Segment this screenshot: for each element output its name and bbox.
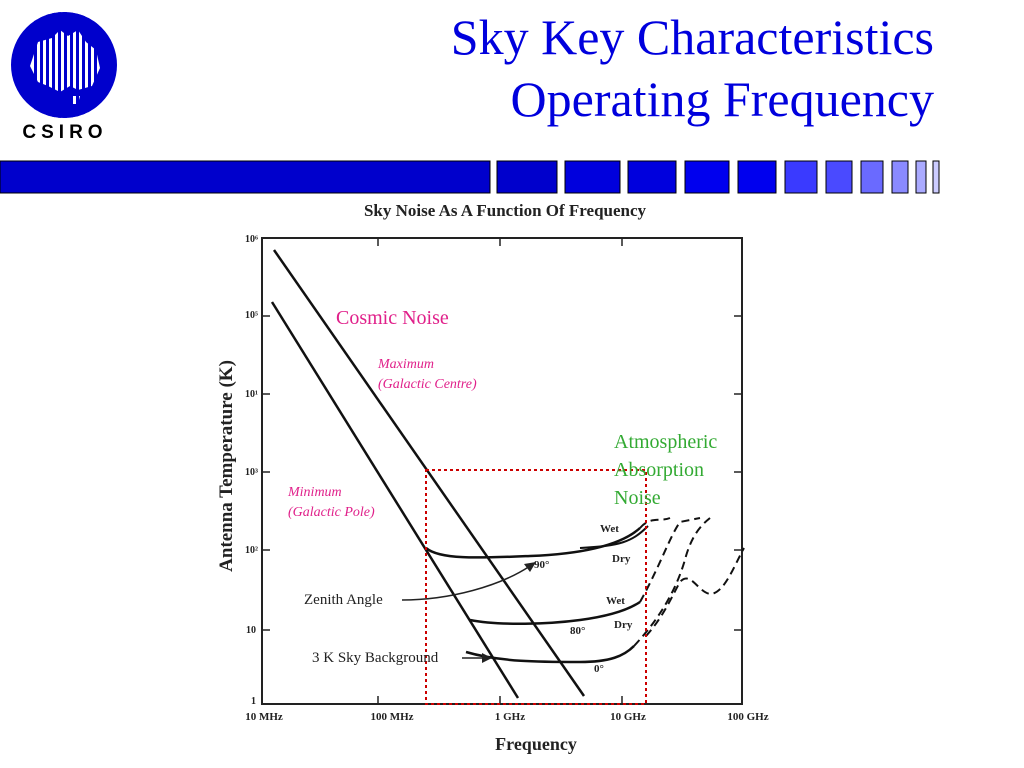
sky-background-label: 3 K Sky Background [312,650,439,666]
zenith-arrowhead [524,562,536,572]
sky-bg-arrowhead [482,653,492,663]
wet-label-2: Wet [606,595,625,607]
angle-90-label: 90° [534,559,549,571]
atmo-dashed-1 [639,517,671,529]
absorption-label: Absorption [614,459,704,481]
minimum-sub-label: (Galactic Pole) [288,505,375,520]
atmo-dashed-2 [639,517,701,603]
title-line-2: Operating Frequency [510,71,934,127]
y-axis-label: Antenna Temperature (K) [216,360,237,572]
dry-label-2: Dry [614,619,633,631]
y-tick-10000: 10¹ [245,389,258,400]
highlight-box [425,469,647,705]
y-tick-100: 10² [245,545,258,556]
x-tick-10ghz: 10 GHz [610,711,646,723]
atmo-dashed-3 [633,517,711,647]
series-maximum-line [272,249,586,697]
wet-label-1: Wet [600,523,619,535]
cosmic-noise-label: Cosmic Noise [336,307,449,329]
slide-title: Sky Key Characteristics Operating Freque… [451,6,934,130]
y-tick-1000000: 10⁶ [245,234,258,245]
x-tick-1ghz: 1 GHz [495,711,525,723]
atmo-dashed-4 [645,547,745,637]
dry-label-1: Dry [612,553,631,565]
series-0deg-curve [465,645,635,664]
minimum-label: Minimum [287,485,342,500]
noise-label: Noise [614,487,661,509]
y-tick-100000: 10⁵ [245,310,258,321]
maximum-label: Maximum [377,357,434,372]
chart-title: Sky Noise As A Function Of Frequency [364,201,647,220]
y-tick-1000: 10³ [245,467,258,478]
plot-frame [261,237,743,705]
y-tick-10: 10 [246,625,256,636]
series-minimum-line [270,301,520,699]
zenith-angle-label: Zenith Angle [304,592,383,608]
sky-noise-chart: Sky Noise As A Function Of Frequency Ant… [216,201,769,754]
title-line-1: Sky Key Characteristics [450,9,934,65]
series-90deg-curve [425,527,641,559]
y-tick-1: 1 [251,696,256,707]
maximum-sub-label: (Galactic Centre) [378,377,477,392]
x-tick-10mhz: 10 MHz [245,711,283,723]
angle-80-label: 80° [570,625,585,637]
atmospheric-label: Atmospheric [614,431,717,453]
logo-text: CSIRO [22,122,108,143]
series-90deg-dry [579,525,649,549]
x-axis-label: Frequency [495,734,577,754]
series-80deg-curve [469,600,641,626]
x-tick-100mhz: 100 MHz [370,711,413,723]
x-tick-100ghz: 100 GHz [727,711,768,723]
decorative-band [0,160,940,194]
angle-0-label: 0° [594,663,604,675]
zenith-arrow [401,565,531,601]
csiro-logo [11,12,117,118]
